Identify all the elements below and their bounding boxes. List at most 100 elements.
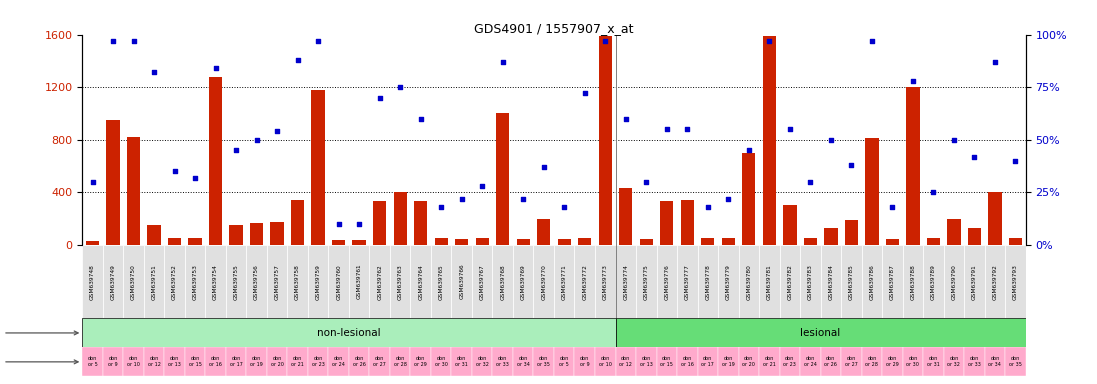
Text: GSM639792: GSM639792: [993, 264, 997, 300]
Text: GSM639775: GSM639775: [644, 264, 648, 300]
Bar: [147, 225, 161, 245]
FancyBboxPatch shape: [226, 245, 247, 318]
Bar: [701, 238, 714, 245]
Text: don
or 34: don or 34: [988, 356, 1002, 367]
Text: don
or 33: don or 33: [968, 356, 981, 367]
Text: GSM639759: GSM639759: [316, 264, 320, 300]
Text: GSM639754: GSM639754: [213, 264, 218, 300]
FancyBboxPatch shape: [615, 245, 636, 318]
Point: [822, 137, 839, 143]
FancyBboxPatch shape: [903, 245, 924, 318]
Text: GSM639749: GSM639749: [111, 264, 115, 300]
Point: [597, 38, 614, 44]
FancyBboxPatch shape: [144, 348, 165, 376]
Text: don
or 32: don or 32: [476, 356, 488, 367]
Point: [535, 164, 553, 170]
FancyBboxPatch shape: [924, 348, 943, 376]
FancyBboxPatch shape: [1005, 348, 1026, 376]
Text: don
or 19: don or 19: [250, 356, 263, 367]
FancyBboxPatch shape: [370, 245, 389, 318]
FancyBboxPatch shape: [985, 245, 1005, 318]
Point: [637, 179, 655, 185]
FancyBboxPatch shape: [184, 348, 205, 376]
FancyBboxPatch shape: [841, 348, 861, 376]
Bar: [517, 239, 530, 245]
FancyBboxPatch shape: [759, 348, 780, 376]
FancyBboxPatch shape: [719, 348, 738, 376]
FancyBboxPatch shape: [287, 245, 308, 318]
Bar: [86, 241, 99, 245]
Bar: [538, 218, 551, 245]
Text: don
or 33: don or 33: [496, 356, 509, 367]
Text: don
or 15: don or 15: [660, 356, 674, 367]
FancyBboxPatch shape: [821, 348, 841, 376]
FancyBboxPatch shape: [738, 348, 759, 376]
Point: [925, 189, 942, 195]
Point: [309, 38, 327, 44]
FancyBboxPatch shape: [184, 245, 205, 318]
Point: [781, 126, 799, 132]
Bar: [845, 220, 858, 245]
Text: GSM639767: GSM639767: [479, 264, 485, 300]
Text: GSM639784: GSM639784: [828, 264, 834, 300]
Point: [576, 90, 593, 96]
FancyBboxPatch shape: [656, 348, 677, 376]
FancyBboxPatch shape: [738, 245, 759, 318]
FancyBboxPatch shape: [267, 348, 287, 376]
FancyBboxPatch shape: [247, 348, 267, 376]
Text: don
or 16: don or 16: [681, 356, 693, 367]
Text: don
or 5: don or 5: [559, 356, 569, 367]
Point: [946, 137, 963, 143]
Text: don
or 35: don or 35: [1009, 356, 1022, 367]
FancyBboxPatch shape: [861, 245, 882, 318]
FancyBboxPatch shape: [575, 245, 595, 318]
FancyBboxPatch shape: [165, 245, 184, 318]
Text: GSM639766: GSM639766: [460, 264, 464, 300]
FancyBboxPatch shape: [882, 245, 903, 318]
Text: don
or 17: don or 17: [229, 356, 242, 367]
Text: GSM639774: GSM639774: [623, 264, 629, 300]
Text: don
or 26: don or 26: [825, 356, 837, 367]
Bar: [352, 240, 365, 245]
Text: don
or 21: don or 21: [291, 356, 304, 367]
Text: don
or 13: don or 13: [168, 356, 181, 367]
FancyBboxPatch shape: [452, 245, 472, 318]
Point: [740, 147, 758, 153]
Text: don
or 28: don or 28: [394, 356, 407, 367]
Point: [904, 78, 921, 84]
FancyBboxPatch shape: [615, 348, 636, 376]
Point: [965, 154, 983, 160]
Point: [679, 126, 697, 132]
Text: disease state: disease state: [0, 328, 78, 338]
Point: [802, 179, 819, 185]
Text: don
or 35: don or 35: [538, 356, 551, 367]
Text: GSM639769: GSM639769: [521, 264, 525, 300]
FancyBboxPatch shape: [533, 245, 554, 318]
Point: [720, 195, 737, 202]
Text: GSM639793: GSM639793: [1013, 264, 1018, 300]
Bar: [660, 202, 674, 245]
Point: [863, 38, 881, 44]
Bar: [394, 192, 407, 245]
FancyBboxPatch shape: [554, 245, 575, 318]
FancyBboxPatch shape: [985, 348, 1005, 376]
Text: GSM639790: GSM639790: [951, 264, 957, 300]
Bar: [271, 222, 284, 245]
Bar: [414, 202, 428, 245]
Text: don
or 12: don or 12: [620, 356, 632, 367]
Bar: [578, 238, 591, 245]
FancyBboxPatch shape: [123, 348, 144, 376]
Text: don
or 15: don or 15: [189, 356, 202, 367]
Bar: [291, 200, 304, 245]
Text: GSM639773: GSM639773: [602, 264, 608, 300]
FancyBboxPatch shape: [780, 245, 800, 318]
Point: [617, 116, 634, 122]
Bar: [373, 202, 386, 245]
FancyBboxPatch shape: [308, 348, 328, 376]
Text: don
or 20: don or 20: [271, 356, 283, 367]
FancyBboxPatch shape: [226, 348, 247, 376]
Bar: [947, 218, 961, 245]
Text: GSM639753: GSM639753: [193, 264, 197, 300]
Text: GSM639788: GSM639788: [911, 264, 915, 300]
FancyBboxPatch shape: [1005, 245, 1026, 318]
